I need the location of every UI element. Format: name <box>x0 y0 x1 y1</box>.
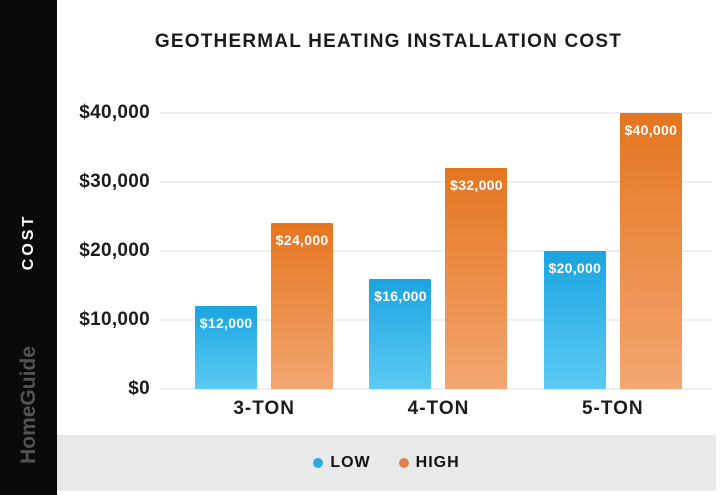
bar-high-4-ton: $32,000 <box>445 168 508 389</box>
legend-strip: LOW HIGH <box>57 435 716 491</box>
bar-value-label: $32,000 <box>450 177 503 194</box>
gridline-20000 <box>160 250 712 252</box>
legend-item-low: LOW <box>313 454 370 472</box>
x-tick-label-5-ton: 5-TON <box>581 398 644 419</box>
bar-high-3-ton: $24,000 <box>271 223 334 389</box>
plot-area: $12,000 $24,000 $16,000 $32,000 $20,000 $40,0… <box>177 113 700 389</box>
x-axis-labels: 3-TON 4-TON 5-TON <box>177 398 700 420</box>
legend-label: HIGH <box>415 454 460 471</box>
y-axis-title: COST <box>19 213 37 271</box>
bar-value-label: $40,000 <box>624 122 678 138</box>
legend-label: LOW <box>330 454 371 471</box>
x-tick-label-3-ton: 3-TON <box>233 398 295 419</box>
legend-item-high: HIGH <box>398 454 460 472</box>
gridline-0 <box>160 388 712 390</box>
bar-group-3-ton: $12,000 $24,000 <box>177 113 351 389</box>
left-sidebar: COST HomeGuide <box>0 0 57 495</box>
chart-title: GEOTHERMAL HEATING INSTALLATION COST <box>154 31 623 52</box>
gridline-40000 <box>160 112 712 114</box>
x-tick-label-4-ton: 4-TON <box>407 398 470 419</box>
y-tick-label-10000: $10,000 <box>79 309 150 330</box>
y-tick-label-40000: $40,000 <box>79 102 150 123</box>
legend-dot-high-icon <box>398 458 409 468</box>
legend-dot-low-icon <box>313 458 324 468</box>
gridlines <box>160 112 712 390</box>
gridline-30000 <box>160 181 712 183</box>
y-axis-ticks: $0 $10,000 $20,000 $30,000 $40,000 <box>60 102 150 399</box>
bar-high-5-ton: $40,000 <box>619 113 682 389</box>
brand-watermark: HomeGuide <box>16 346 40 464</box>
gridline-10000 <box>160 319 712 321</box>
y-tick-label-20000: $20,000 <box>79 240 150 261</box>
bar-value-label: $20,000 <box>548 260 602 276</box>
bar-group-4-ton: $16,000 $32,000 <box>351 113 525 389</box>
bar-value-label: $24,000 <box>275 232 329 249</box>
bar-low-3-ton: $12,000 <box>195 306 258 389</box>
bar-low-4-ton: $16,000 <box>369 278 432 389</box>
bar-low-5-ton: $20,000 <box>543 251 606 389</box>
bar-value-label: $12,000 <box>199 315 253 332</box>
bar-value-label: $16,000 <box>374 287 427 304</box>
y-tick-label-0: $0 <box>128 378 150 399</box>
y-tick-label-30000: $30,000 <box>79 171 150 192</box>
bar-group-5-ton: $20,000 $40,000 <box>526 113 700 389</box>
